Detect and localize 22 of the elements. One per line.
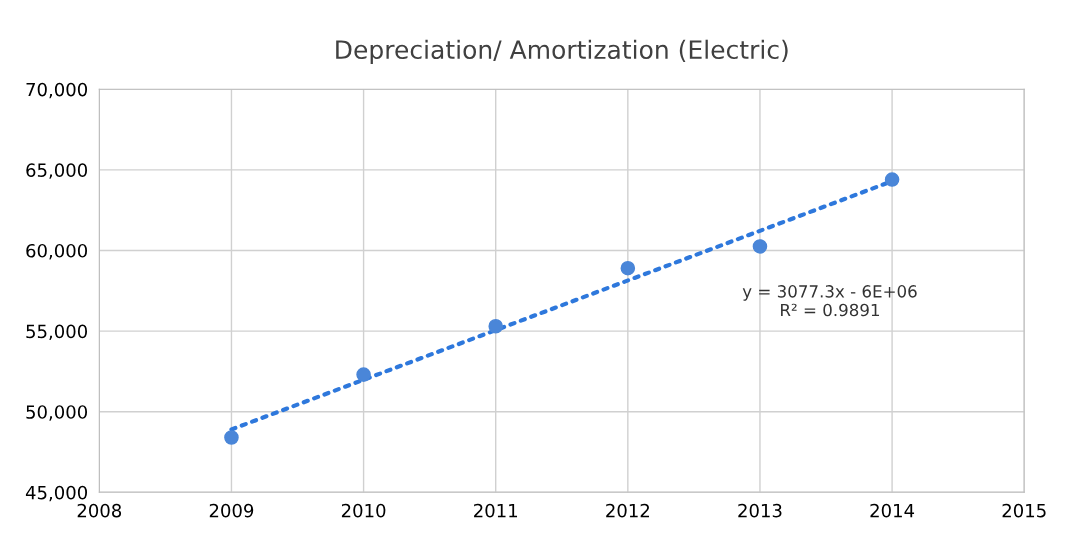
y-tick-label: 70,000 (26, 82, 88, 99)
annotation: y = 3077.3x - 6E+06 R² = 0.9891 (742, 285, 917, 317)
x-tick-label: 2011 (474, 503, 518, 518)
x-tick-label: 2013 (738, 503, 782, 518)
point (620, 260, 636, 276)
point (488, 318, 503, 334)
point (356, 367, 371, 382)
x-tick-label: 2015 (1002, 503, 1046, 518)
y-tick-label: 55,000 (26, 324, 88, 341)
chart-title: Depreciation/ Amortization (Electric) (336, 39, 788, 64)
x-tick-label: 2010 (341, 503, 386, 518)
point (224, 430, 239, 445)
x-tick-label: 2012 (606, 503, 649, 518)
y-tick-label: 65,000 (26, 163, 88, 179)
y-tick-label: 60,000 (26, 243, 88, 260)
x-tick-label: 2014 (870, 503, 915, 518)
x-tick-label: 2009 (209, 503, 254, 518)
point (884, 172, 900, 187)
y-tick-label: 45,000 (25, 485, 88, 502)
point (752, 239, 768, 254)
x-tick-label: 2008 (77, 503, 122, 518)
y-tick-label: 50,000 (26, 405, 88, 421)
